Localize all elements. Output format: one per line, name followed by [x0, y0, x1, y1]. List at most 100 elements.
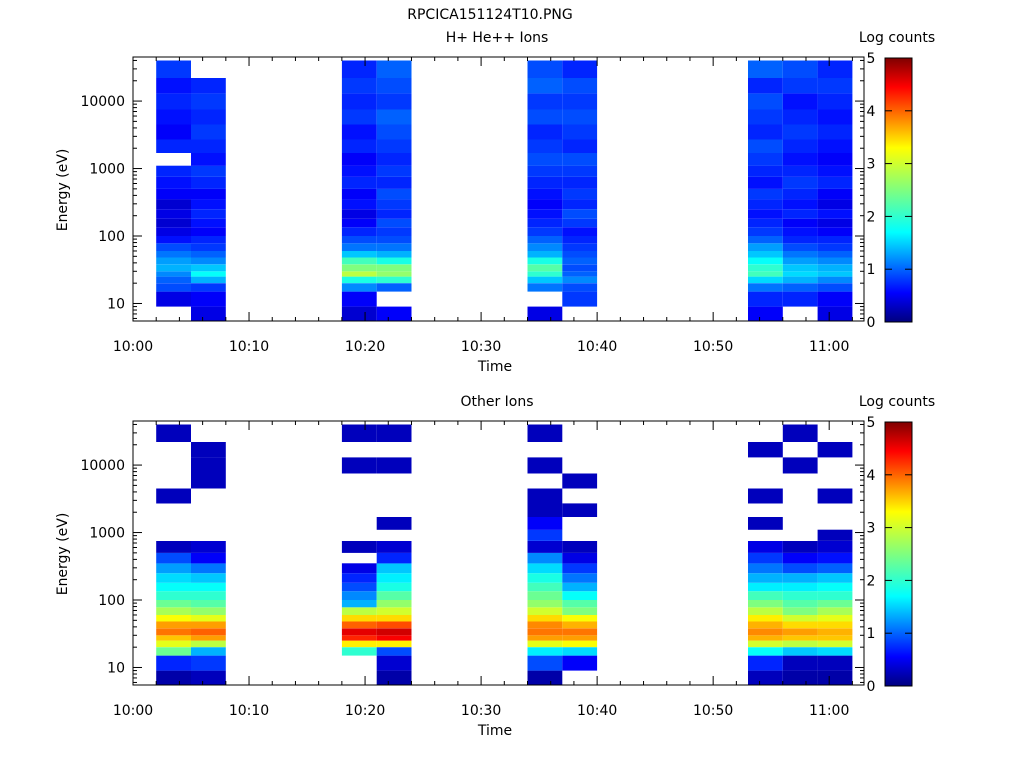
heatmap-cell — [376, 251, 412, 258]
heatmap-cell — [527, 563, 563, 574]
heatmap-cell — [748, 60, 783, 78]
heatmap-cell — [782, 124, 818, 140]
heatmap-cell — [376, 628, 412, 636]
x-tick-label: 10:40 — [577, 339, 617, 355]
heatmap-cell — [191, 257, 226, 265]
heatmap-cell — [191, 457, 226, 474]
y-axis-label: Energy (eV) — [55, 513, 71, 596]
heatmap-cell — [817, 124, 853, 140]
heatmap-cell — [748, 236, 783, 244]
colorbar-ticks: 0 1 2 3 4 5 — [867, 51, 912, 331]
heatmap-cell — [156, 283, 191, 292]
heatmap-cell — [527, 93, 563, 110]
heatmap-cell — [376, 283, 412, 292]
heatmap-cell — [341, 257, 377, 265]
heatmap-cell — [156, 264, 191, 272]
heatmap-cell — [817, 60, 853, 78]
x-axis-label: Time — [477, 359, 512, 375]
heatmap-cell — [156, 236, 191, 244]
heatmap-cell — [817, 283, 853, 292]
heatmap-cell — [341, 291, 377, 307]
heatmap-cell — [817, 670, 853, 685]
heatmap-cell — [191, 271, 226, 277]
heatmap-cell — [376, 264, 412, 272]
heatmap-cell — [341, 607, 377, 615]
heatmap-cell — [817, 227, 853, 236]
heatmap-cell — [748, 600, 783, 608]
x-tick-label: 10:50 — [693, 339, 733, 355]
heatmap-cell — [527, 640, 563, 648]
heatmap-cell — [748, 243, 783, 251]
heatmap-cell — [527, 243, 563, 251]
panel-other-ions: Other Ions Log counts Time Energy (eV) 1… — [55, 394, 935, 739]
heatmap-cell — [527, 109, 563, 125]
heatmap-cell — [527, 600, 563, 608]
y-tick-label: 100 — [98, 593, 125, 609]
heatmap-cell — [341, 591, 377, 600]
x-tick-label: 11:00 — [809, 339, 849, 355]
heatmap-cell — [341, 209, 377, 219]
heatmap-cell — [341, 243, 377, 251]
heatmap-cell — [562, 563, 598, 574]
heatmap-cell — [782, 153, 818, 166]
heatmap-cell — [376, 591, 412, 600]
heatmap-cell — [376, 607, 412, 615]
heatmap-cell — [748, 655, 783, 671]
heatmap-cell — [817, 600, 853, 608]
heatmap-cell — [782, 93, 818, 110]
heatmap-cell — [156, 177, 191, 189]
heatmap-cell — [341, 165, 377, 177]
heatmap-cell — [191, 227, 226, 236]
heatmap-cell — [817, 541, 853, 553]
x-tick-label: 10:30 — [461, 703, 501, 719]
heatmap-cell — [156, 635, 191, 641]
heatmap-cell — [191, 177, 226, 189]
colorbar-tick-label: 4 — [867, 104, 876, 120]
x-tick-label: 10:00 — [113, 703, 153, 719]
heatmap-cell — [191, 563, 226, 574]
heatmap-cell — [376, 60, 412, 78]
heatmap-cell — [817, 291, 853, 307]
heatmap-cell — [156, 607, 191, 615]
heatmap-cell — [817, 573, 853, 583]
heatmap-cell — [748, 488, 783, 504]
heatmap-cell — [156, 600, 191, 608]
heatmap-cell — [748, 517, 783, 530]
heatmap-cell — [748, 139, 783, 153]
heatmap-cell — [748, 635, 783, 641]
heatmap-cell — [817, 209, 853, 219]
heatmap-cell — [376, 582, 412, 592]
heatmap-cell — [156, 251, 191, 258]
heatmap-cell — [156, 670, 191, 685]
heatmap-cell — [817, 264, 853, 272]
heatmap-cell — [156, 424, 191, 442]
heatmap-cell — [341, 236, 377, 244]
colorbar-ticks: 0 1 2 3 4 5 — [867, 415, 912, 695]
colorbar-tick-label: 3 — [867, 521, 876, 537]
heatmap-cell — [527, 139, 563, 153]
heatmap-cell — [782, 177, 818, 189]
heatmap-cell — [748, 153, 783, 166]
heatmap-cell — [527, 227, 563, 236]
heatmap-cell — [156, 257, 191, 265]
x-tick-label: 10:10 — [229, 703, 269, 719]
heatmap-cell — [562, 60, 598, 78]
heatmap-cell — [562, 615, 598, 622]
heatmap-cell — [527, 153, 563, 166]
heatmap-cell — [376, 257, 412, 265]
heatmap-cell — [376, 541, 412, 553]
y-tick-label: 10000 — [80, 94, 125, 110]
heatmap-cell — [376, 218, 412, 228]
heatmap-cell — [527, 257, 563, 265]
heatmap-cell — [341, 227, 377, 236]
heatmap-cell — [562, 573, 598, 583]
heatmap-cell — [156, 276, 191, 284]
heatmap-cell — [191, 276, 226, 284]
heatmap-cell — [817, 488, 853, 504]
heatmap-cell — [782, 457, 818, 474]
heatmap-cell — [782, 621, 818, 629]
heatmap-cell — [341, 93, 377, 110]
heatmap-cell — [156, 655, 191, 671]
heatmap-cell — [527, 165, 563, 177]
heatmap-cell — [341, 109, 377, 125]
